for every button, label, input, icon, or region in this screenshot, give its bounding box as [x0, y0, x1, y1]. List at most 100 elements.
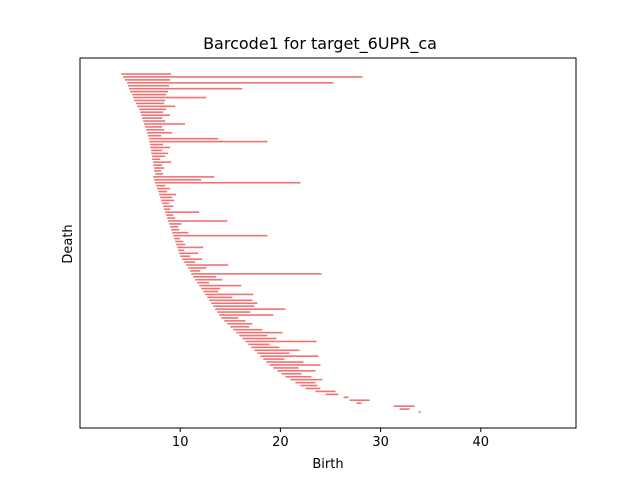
barcode-bar: [154, 170, 162, 172]
barcode-bar: [139, 108, 167, 111]
barcode-bar: [147, 131, 173, 134]
barcode-bar: [285, 375, 312, 378]
barcode-bar: [173, 234, 268, 237]
barcode-bar: [176, 243, 186, 246]
barcode-bar: [156, 184, 166, 187]
barcode-bar: [248, 343, 270, 346]
barcode-bar: [130, 90, 169, 93]
barcode-bar: [153, 176, 215, 178]
barcode-bar: [393, 405, 415, 407]
barcode-bar: [136, 102, 165, 105]
barcode-bar: [150, 146, 171, 149]
barcode-bar: [151, 149, 163, 152]
barcode-bar: [121, 73, 172, 75]
barcode-bar: [167, 217, 176, 219]
x-tick-label: 10: [172, 435, 189, 450]
barcode-bar: [160, 196, 173, 199]
barcode-bar: [233, 328, 263, 331]
barcode-bar: [197, 281, 210, 284]
y-axis-label: Death: [61, 224, 76, 263]
barcode-bar: [149, 140, 268, 143]
chart-title: Barcode1 for target_6UPR_ca: [203, 34, 437, 54]
barcode-bar: [149, 137, 219, 140]
barcode-bar: [134, 99, 166, 102]
barcode-bar: [263, 358, 285, 360]
barcode-bar: [177, 246, 204, 249]
barcode-bar: [193, 276, 217, 278]
barcode-bar: [257, 352, 290, 355]
barcode-bar: [152, 155, 166, 158]
plot-frame: [79, 57, 577, 429]
barcode-bar: [127, 82, 334, 84]
barcode-bar: [152, 158, 161, 161]
barcode-bar: [215, 308, 286, 310]
barcode-bar: [154, 167, 165, 169]
barcode-bar: [221, 317, 239, 319]
barcode-bar: [146, 129, 165, 131]
barcode-bar: [184, 261, 196, 263]
barcode-bar: [281, 372, 302, 375]
barcode-bar: [170, 226, 179, 228]
barcode-bar: [144, 123, 186, 125]
barcode-bar: [227, 323, 253, 325]
barcode-bar: [295, 381, 316, 384]
barcode-bar: [213, 305, 255, 307]
barcode-bar: [273, 367, 299, 369]
barcode-bar: [236, 331, 283, 334]
barcode-bar: [148, 134, 162, 137]
barcode-bar: [168, 220, 228, 222]
barcode-bar: [356, 402, 362, 404]
barcode-bar: [186, 264, 229, 266]
barcode-bar: [315, 390, 336, 393]
barcode-bar: [343, 396, 349, 399]
barcode-bar: [140, 111, 164, 114]
barcode-bar: [209, 299, 253, 302]
barcode-bar: [163, 205, 174, 208]
barcode-bar: [133, 96, 207, 99]
barcode-bar: [153, 161, 172, 163]
barcode-bar: [205, 293, 254, 296]
barcode-bar: [245, 340, 317, 343]
barcode-bar: [349, 399, 370, 402]
barcode-bar: [191, 273, 322, 275]
barcode-bar: [217, 311, 251, 313]
barcode-bar: [125, 79, 171, 81]
barcode-bar: [172, 231, 189, 234]
barcode-bar: [162, 202, 170, 205]
barcode-bar: [399, 408, 410, 410]
x-axis-label: Birth: [312, 457, 343, 472]
barcode-bar: [188, 267, 207, 269]
barcode-bar: [300, 384, 318, 387]
barcode-bar: [174, 237, 181, 240]
barcode-bar: [277, 370, 316, 372]
barcode-bar: [201, 287, 221, 290]
barcode-bars: [121, 73, 421, 413]
barcode-bar: [251, 346, 280, 349]
barcode-bar: [143, 120, 166, 122]
barcode-bar: [155, 173, 164, 175]
barcode-bar: [290, 378, 323, 381]
barcode-bar: [129, 87, 243, 90]
barcode-bar: [269, 364, 321, 366]
barcode-bar: [128, 84, 170, 87]
barcode-bar: [207, 296, 233, 299]
barcode-bar: [230, 325, 250, 328]
barcode-bar: [164, 208, 171, 210]
barcode-bar: [195, 278, 223, 281]
barcode-bar: [260, 355, 319, 357]
barcode-bar: [157, 187, 171, 190]
barcode-bar: [219, 314, 274, 316]
barcode-bar: [142, 117, 163, 119]
barcode-bar: [145, 126, 163, 128]
x-axis-ticks: 10 20 30 40: [172, 428, 489, 450]
barcode-bar: [179, 252, 199, 255]
x-tick-label: 30: [372, 435, 389, 450]
barcode-bar: [325, 393, 339, 396]
barcode-bar: [155, 181, 301, 184]
barcode-bar: [418, 411, 421, 413]
x-tick-label: 40: [473, 435, 490, 450]
barcode-bar: [239, 334, 268, 337]
barcode-bar: [171, 228, 180, 231]
barcode-bar: [159, 193, 177, 196]
